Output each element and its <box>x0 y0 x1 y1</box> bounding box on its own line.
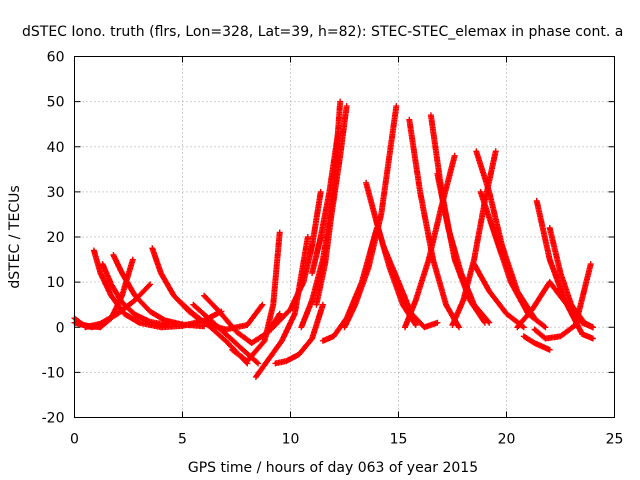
axes: 0 5 10 15 20 25 -20 -10 0 10 20 30 40 50 60 <box>42 50 624 448</box>
series-27 <box>473 148 538 322</box>
series-5-markers <box>110 252 208 330</box>
x-tick-label: 15 <box>390 432 408 448</box>
x-tick-label: 5 <box>178 432 187 448</box>
series-34-markers <box>514 279 596 342</box>
series-31 <box>520 333 553 353</box>
series-11 <box>229 229 283 365</box>
series-32-markers <box>533 197 596 331</box>
series-24-markers <box>402 152 458 331</box>
series-14-markers <box>270 188 324 331</box>
y-tick-label: 40 <box>47 140 65 156</box>
series-31-markers <box>520 333 553 353</box>
y-axis-label: dSTEC / TECUs <box>7 185 23 288</box>
x-tick-label: 20 <box>498 432 516 448</box>
x-tick-label: 10 <box>282 432 300 448</box>
series-33 <box>546 225 596 331</box>
x-axis-label: GPS time / hours of day 063 of year 2015 <box>188 460 478 476</box>
x-tick-label: 0 <box>70 432 79 448</box>
series-34 <box>514 279 596 342</box>
x-tick-label: 25 <box>606 432 624 448</box>
series-11-markers <box>229 229 283 365</box>
series-28-markers <box>477 188 549 331</box>
data-points <box>71 98 596 380</box>
series-24 <box>402 152 458 331</box>
series-32 <box>533 197 596 331</box>
chart-title: dSTEC Iono. truth (flrs, Lon=328, Lat=39… <box>22 24 623 40</box>
series-4-markers <box>99 261 171 328</box>
series-27-markers <box>473 148 538 322</box>
series-28 <box>477 188 549 331</box>
series-6 <box>82 281 154 331</box>
series-4 <box>99 261 171 328</box>
series-29 <box>471 261 527 331</box>
y-tick-label: 10 <box>47 275 65 291</box>
y-tick-label: -10 <box>42 365 65 381</box>
y-tick-label: 60 <box>47 50 65 66</box>
y-tick-label: 30 <box>47 185 65 201</box>
y-tick-label: 0 <box>56 320 65 336</box>
series-25 <box>434 170 493 326</box>
series-33-markers <box>546 225 596 331</box>
series-17 <box>309 130 341 277</box>
series-17-markers <box>309 130 341 277</box>
series-5 <box>110 252 208 330</box>
series-19-markers <box>341 103 400 331</box>
series-22-markers <box>406 116 462 331</box>
series-16-markers <box>313 103 350 308</box>
series-16 <box>313 103 350 308</box>
series-29-markers <box>471 261 527 331</box>
y-tick-label: 20 <box>47 230 65 246</box>
series-13-markers <box>272 301 326 367</box>
series-22 <box>406 116 462 331</box>
series-25-markers <box>434 170 493 326</box>
series-19 <box>341 103 400 331</box>
series-6-markers <box>82 281 154 331</box>
series-13 <box>272 301 326 367</box>
y-tick-label: -20 <box>42 411 65 427</box>
series-14 <box>270 188 324 331</box>
y-tick-label: 50 <box>47 95 65 111</box>
